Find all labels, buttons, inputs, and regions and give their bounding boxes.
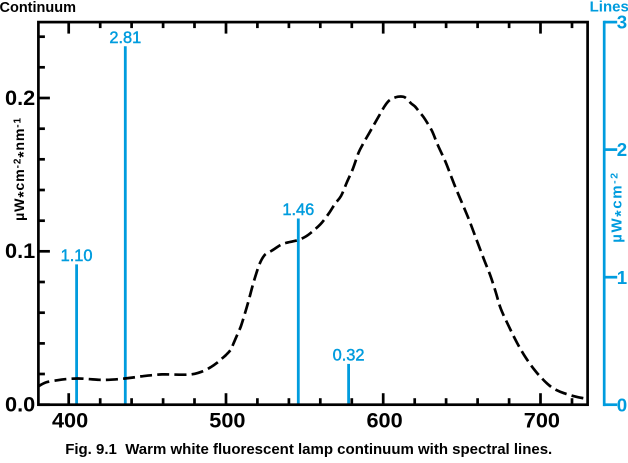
svg-text:700: 700: [524, 408, 560, 433]
svg-text:0.32: 0.32: [333, 347, 365, 365]
svg-text:µW*cm-2: µW*cm-2: [609, 171, 628, 242]
svg-text:Fig. 9.1 Warm white fluoresce: Fig. 9.1 Warm white fluorescent lamp con…: [65, 441, 552, 458]
svg-text:0.2: 0.2: [5, 85, 35, 110]
svg-text:1: 1: [617, 267, 627, 288]
svg-text:1.46: 1.46: [282, 201, 314, 219]
svg-text:3: 3: [617, 12, 627, 33]
svg-text:400: 400: [52, 408, 88, 433]
svg-text:1.10: 1.10: [61, 247, 93, 265]
svg-text:600: 600: [367, 408, 403, 433]
svg-text:500: 500: [209, 408, 245, 433]
svg-text:0: 0: [617, 394, 627, 415]
svg-text:Lines: Lines: [590, 0, 628, 15]
svg-text:2.81: 2.81: [109, 29, 141, 47]
svg-text:0.0: 0.0: [5, 392, 35, 417]
svg-text:Continuum: Continuum: [0, 0, 76, 16]
svg-text:0.1: 0.1: [5, 238, 35, 263]
svg-text:µW*cm-2*nm-1: µW*cm-2*nm-1: [12, 117, 33, 221]
svg-text:2: 2: [617, 139, 627, 160]
